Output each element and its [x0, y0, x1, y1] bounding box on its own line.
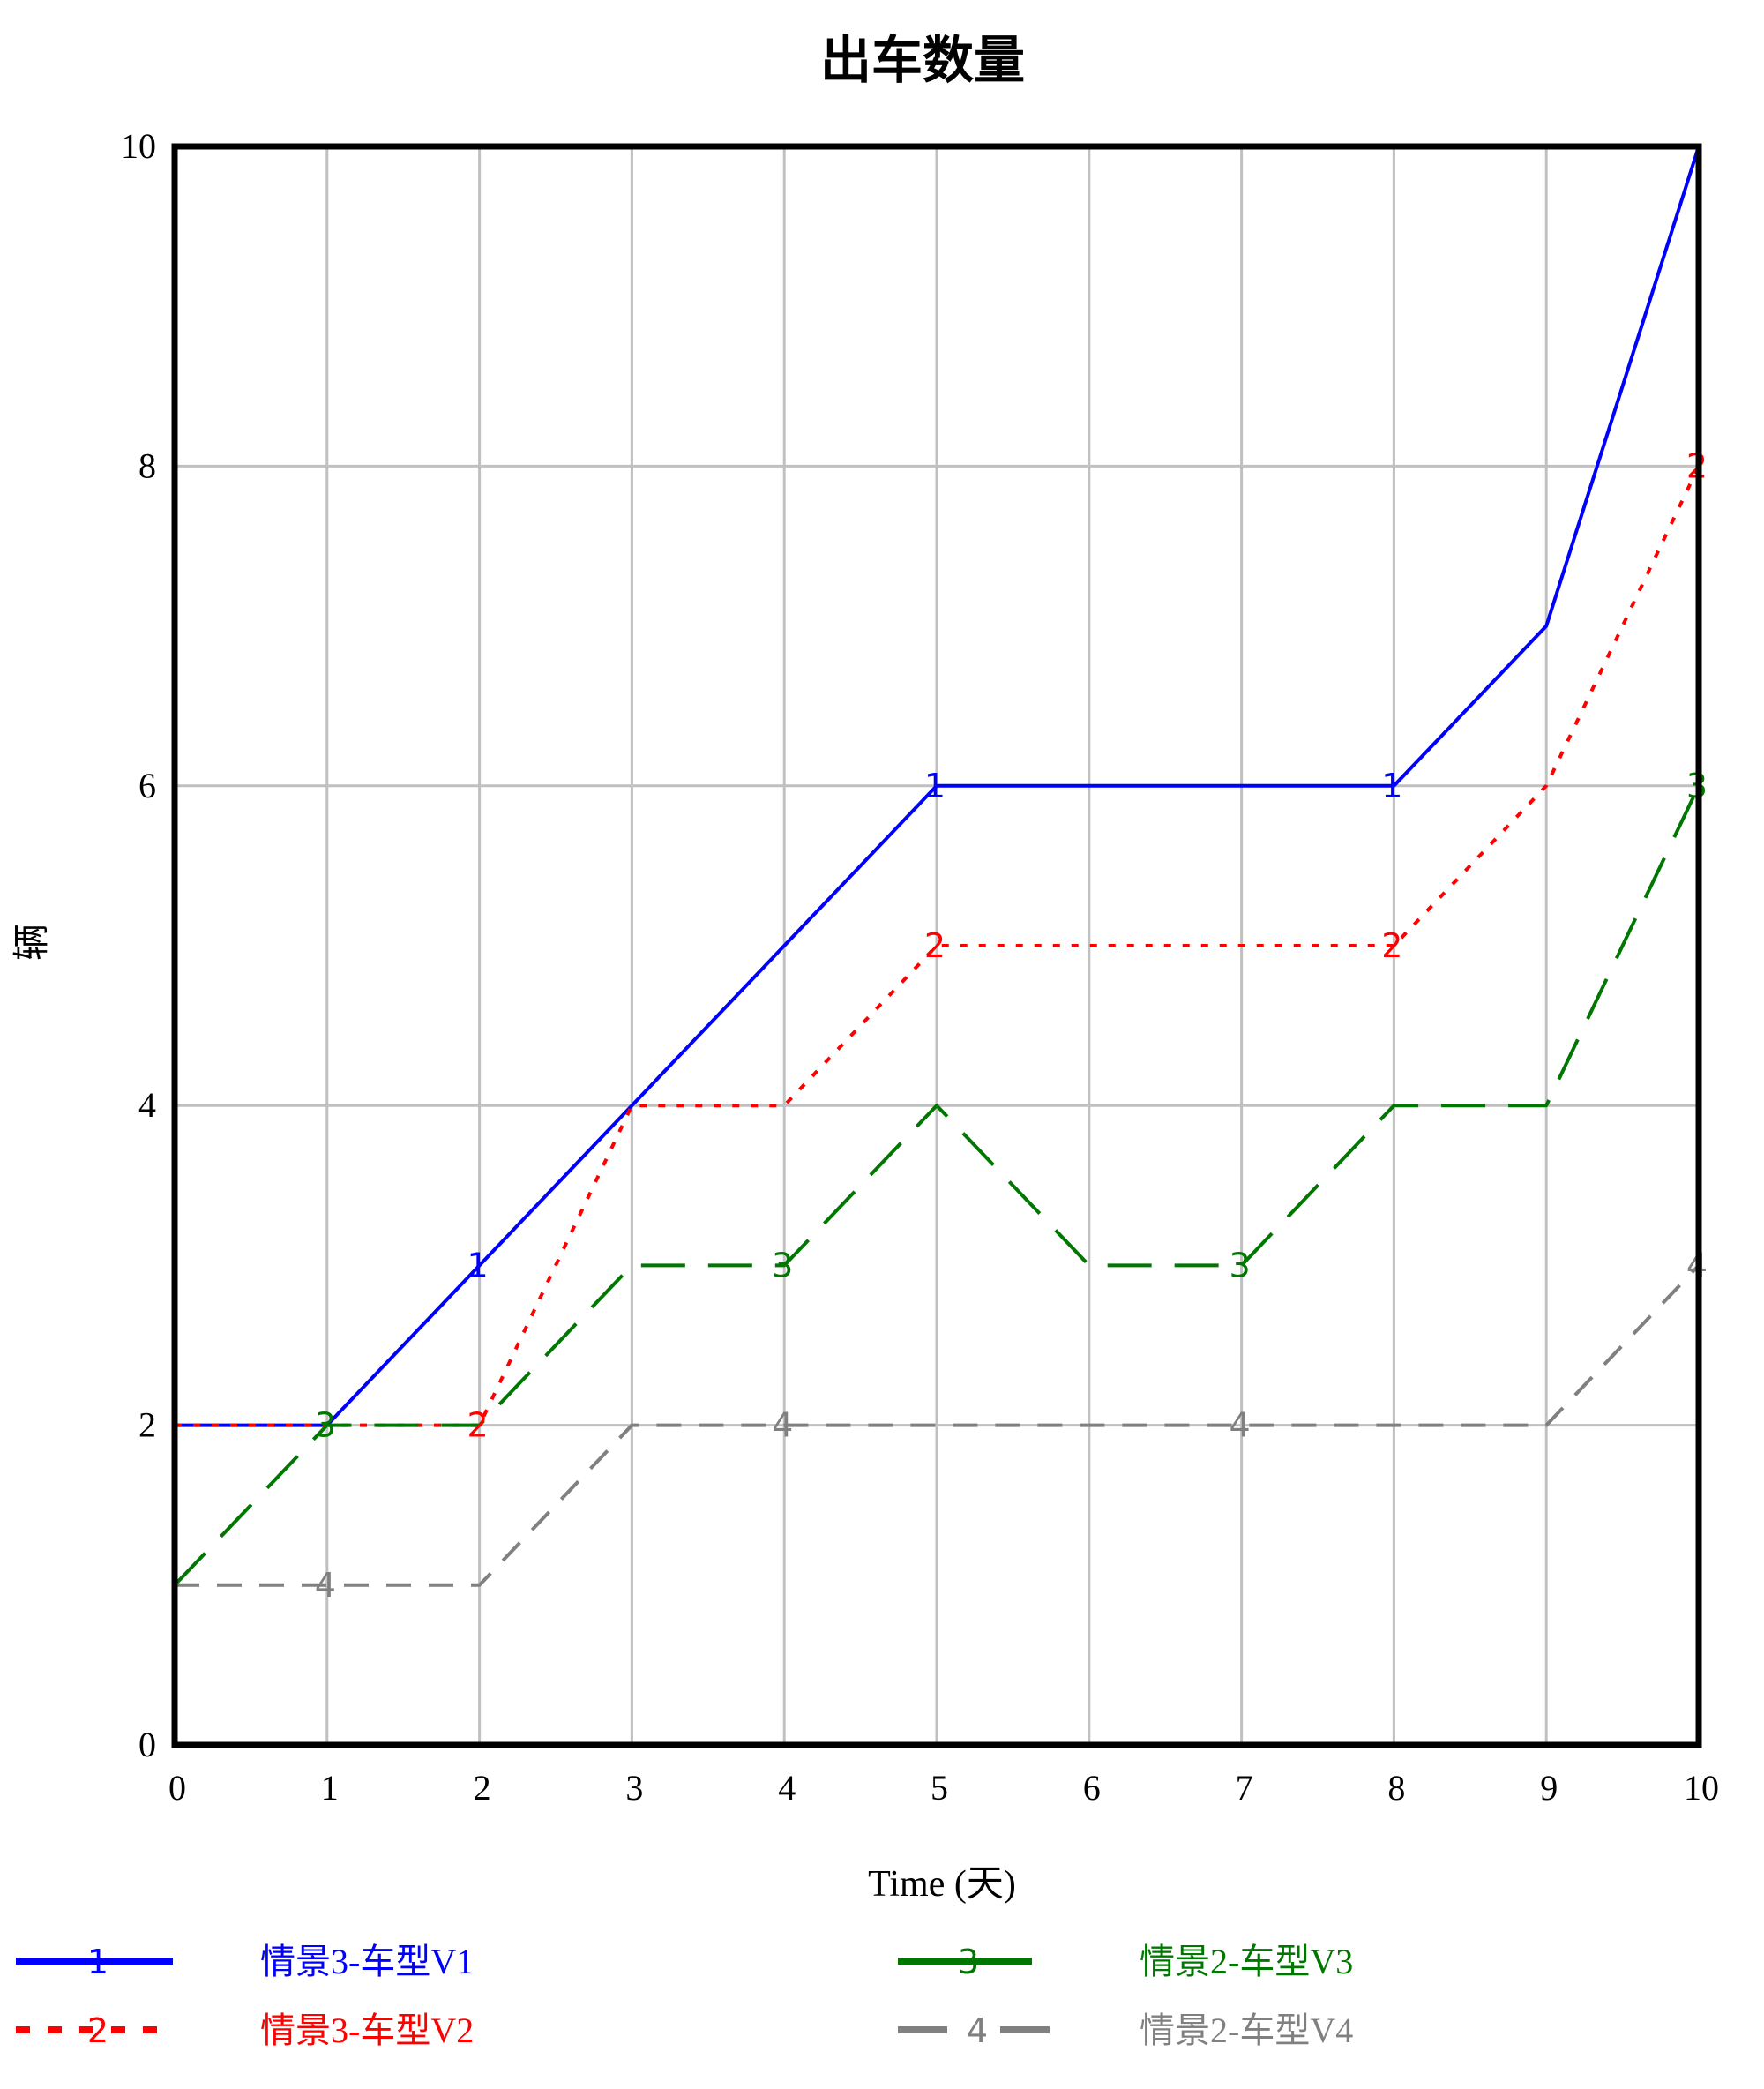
series-line [175, 146, 1700, 1427]
series-marker: 2 [1381, 926, 1402, 965]
series-line [173, 784, 1700, 1587]
x-tick-label: 1 [321, 1768, 339, 1808]
series-marker: 2 [924, 926, 946, 965]
y-tick-label: 10 [121, 126, 156, 166]
x-tick-label: 6 [1083, 1768, 1101, 1808]
series-marker: 3 [315, 1406, 336, 1445]
y-axis-ticks: 0 2 4 6 8 10 [121, 126, 156, 1764]
series-marker: 4 [1230, 1406, 1251, 1445]
y-tick-label: 4 [138, 1085, 156, 1125]
legend-label: 情景2-车型V3 [1140, 1942, 1353, 1981]
series-marker: 4 [772, 1406, 793, 1445]
x-tick-label: 10 [1684, 1768, 1719, 1808]
plot-frame [171, 143, 1702, 1748]
x-tick-label: 3 [625, 1768, 643, 1808]
x-tick-label: 7 [1236, 1768, 1253, 1808]
x-tick-label: 0 [168, 1768, 186, 1808]
legend-marker: 4 [967, 2011, 988, 2050]
legend-label: 情景3-车型V2 [260, 2010, 474, 2050]
legend-marker: 2 [87, 2011, 108, 2050]
x-tick-label: 5 [931, 1768, 948, 1808]
legend: 1 情景3-车型V1 2 情景3-车型V2 3 情景2-车型V3 4 情景2-车型V4 [16, 1942, 1353, 2050]
legend-label: 情景2-车型V4 [1140, 2010, 1353, 2050]
x-axis-ticks: 0 1 2 3 4 5 6 7 8 9 10 [168, 1768, 1719, 1808]
y-tick-label: 0 [138, 1725, 156, 1764]
series-marker: 2 [467, 1406, 489, 1445]
y-tick-label: 8 [138, 446, 156, 485]
series-marker: 1 [467, 1246, 489, 1284]
x-tick-label: 2 [474, 1768, 491, 1808]
legend-marker: 1 [87, 1943, 108, 1981]
series-marker: 3 [1230, 1246, 1251, 1284]
x-axis-label: Time (天) [868, 1864, 1016, 1905]
series-marker: 3 [772, 1246, 793, 1284]
y-tick-label: 2 [138, 1405, 156, 1445]
series-lines [173, 146, 1700, 1587]
y-axis-label: 辆 [12, 924, 53, 961]
chart-title: 出车数量 [820, 32, 1025, 89]
legend-marker: 3 [958, 1943, 979, 1981]
legend-label: 情景3-车型V1 [260, 1942, 474, 1981]
y-tick-label: 6 [138, 766, 156, 805]
series-marker: 1 [1381, 767, 1402, 805]
x-tick-label: 8 [1387, 1768, 1405, 1808]
series-marker: 1 [924, 767, 946, 805]
series-marker: 4 [315, 1566, 336, 1605]
x-tick-label: 4 [778, 1768, 796, 1808]
x-tick-label: 9 [1540, 1768, 1558, 1808]
